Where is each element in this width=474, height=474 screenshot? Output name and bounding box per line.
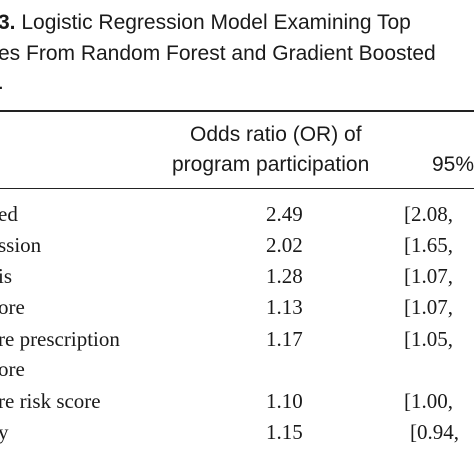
row-or-value: 1.17 xyxy=(266,327,303,351)
row-or-value: 1.15 xyxy=(266,420,303,444)
header-ci: 95% xyxy=(432,153,474,176)
row-or-value: 1.28 xyxy=(266,264,303,288)
row-or-value: 2.49 xyxy=(266,202,303,226)
row-or-value: 1.13 xyxy=(266,295,303,319)
row-ci-value: [1.07, xyxy=(404,295,453,319)
row-ci-value: [1.07, xyxy=(404,264,453,288)
header-or-line-1: Odds ratio (OR) of xyxy=(190,123,362,146)
row-label-continued: ore xyxy=(0,357,25,381)
table-number: 3. xyxy=(0,11,16,34)
row-label: ed xyxy=(0,202,18,226)
row-label: y xyxy=(0,420,9,444)
table-top-rule xyxy=(0,110,474,112)
row-ci-value: [1.05, xyxy=(404,327,453,351)
caption-line-1: Logistic Regression Model Examining Top xyxy=(21,11,411,34)
row-or-value: 2.02 xyxy=(266,233,303,257)
row-ci-value: [0.94, xyxy=(410,420,459,444)
row-ci-value: [2.08, xyxy=(404,202,453,226)
row-ci-value: [1.65, xyxy=(404,233,453,257)
row-label: is xyxy=(0,264,13,288)
table-caption: 3. Logistic Regression Model Examining T… xyxy=(0,10,411,36)
row-or-value: 1.10 xyxy=(266,389,303,413)
header-or-line-2: program participation xyxy=(172,153,370,176)
row-label: ssion xyxy=(0,233,42,257)
row-label: re prescription xyxy=(0,327,120,351)
table-header-rule xyxy=(0,188,474,189)
caption-line-2: es From Random Forest and Gradient Boost… xyxy=(0,42,436,65)
caption-line-3: . xyxy=(0,70,4,96)
row-ci-value: [1.00, xyxy=(404,389,453,413)
row-label: ore xyxy=(0,295,25,319)
row-label: re risk score xyxy=(0,389,101,413)
